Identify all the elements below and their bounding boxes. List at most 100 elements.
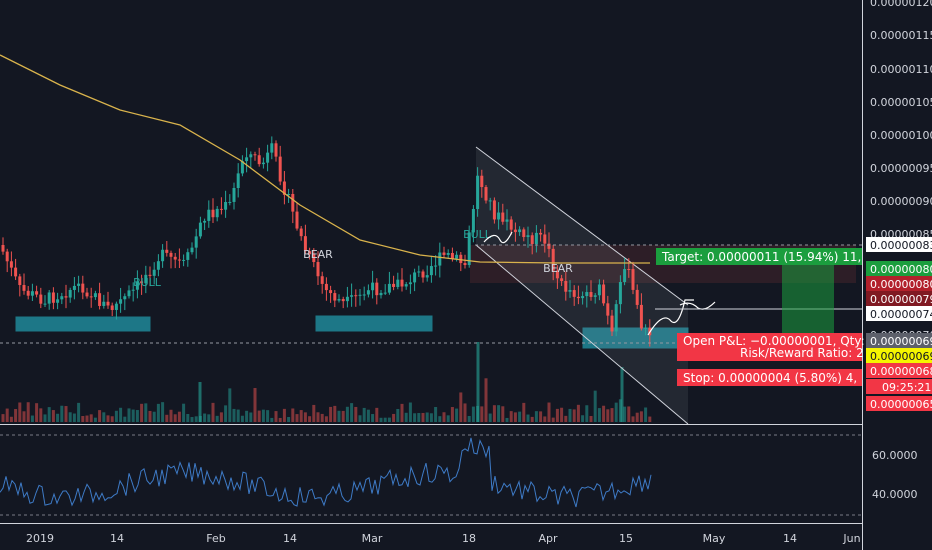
candle-body <box>270 143 274 153</box>
time-axis[interactable]: 2019 14 Feb 14 Mar 18 Apr 15 May 14 Jun <box>26 532 861 545</box>
volume-bar <box>102 412 106 422</box>
volume-bar <box>81 415 85 422</box>
target-zone[interactable] <box>782 260 834 340</box>
price-label-bg <box>866 363 932 378</box>
candle-body <box>602 284 606 304</box>
candle-body <box>253 154 257 156</box>
candle-body <box>131 289 135 291</box>
volume-bar <box>165 414 169 422</box>
candle-body <box>249 154 253 158</box>
volume-bar <box>581 415 585 422</box>
volume-bar <box>631 416 635 422</box>
volume-bar <box>497 405 501 422</box>
candle-body <box>102 301 106 306</box>
volume-bar <box>518 411 522 422</box>
volume-bar <box>169 409 173 422</box>
price-label-bg <box>866 348 932 363</box>
volume-bar <box>547 402 551 422</box>
volume-bar <box>119 407 123 422</box>
volume-bar <box>324 416 328 422</box>
projection-arrow-1 <box>483 231 513 244</box>
price-tick: 0.00000095 <box>870 162 932 175</box>
price-tick: 0.00000120 <box>870 0 932 9</box>
candle-body <box>467 232 471 266</box>
volume-bar <box>589 416 593 422</box>
volume-bar <box>551 417 555 422</box>
candle-body <box>362 294 366 296</box>
candle-body <box>387 283 391 293</box>
price-label-bg <box>866 237 932 252</box>
candle-body <box>5 251 9 262</box>
pnl-banner[interactable] <box>677 333 862 361</box>
candle-body <box>539 232 543 235</box>
bull-label-1: BULL <box>133 276 162 289</box>
volume-bar <box>72 413 76 422</box>
candle-body <box>438 252 442 266</box>
candle-body <box>589 292 593 297</box>
volume-bar <box>127 408 131 422</box>
volume-bar <box>303 412 307 422</box>
volume-bar <box>593 390 597 422</box>
candle-body <box>480 175 484 188</box>
volume-bar <box>648 416 652 422</box>
volume-bar <box>249 412 253 422</box>
candle-body <box>198 222 202 237</box>
volume-bar <box>156 403 160 422</box>
candle-body <box>89 296 93 298</box>
candle-body <box>450 252 454 259</box>
volume-bar <box>194 416 198 422</box>
volume-bar <box>480 406 484 422</box>
volume-bar <box>333 405 337 422</box>
volume-bar <box>152 411 156 422</box>
descending-channel[interactable] <box>475 146 689 425</box>
volume-bar <box>270 417 274 422</box>
volume-bar <box>350 403 354 422</box>
candle-body <box>127 290 131 297</box>
volume-bar <box>467 416 471 422</box>
volume-bar <box>564 415 568 422</box>
volume-bar <box>488 413 492 422</box>
candle-body <box>413 272 417 283</box>
volume-bar <box>354 406 358 422</box>
candle-body <box>555 270 559 279</box>
candle-body <box>51 292 55 303</box>
time-tick: 2019 <box>26 532 54 545</box>
volume-bar <box>308 416 312 422</box>
candle-body <box>110 305 114 310</box>
candle-body <box>228 201 232 203</box>
volume-bar <box>14 409 18 422</box>
volume-bar <box>232 408 236 422</box>
volume-bar <box>18 402 22 422</box>
volume-bar <box>203 413 207 422</box>
candle-body <box>77 283 81 286</box>
candle-body <box>261 162 265 165</box>
candle-body <box>194 236 198 248</box>
volume-bar <box>530 416 534 422</box>
candle-body <box>232 188 236 202</box>
volume-bar <box>337 410 341 422</box>
candle-body <box>560 278 564 281</box>
price-label-74: 0.00000074 <box>870 308 932 321</box>
time-tick: 14 <box>110 532 124 545</box>
volume-bar <box>568 408 572 422</box>
candle-body <box>337 299 341 301</box>
candle-body <box>68 289 72 298</box>
candle-body <box>627 269 631 271</box>
target-banner[interactable] <box>656 248 862 265</box>
candle-body <box>345 296 349 302</box>
candle-body <box>257 155 261 165</box>
candle-body <box>371 282 375 291</box>
candle-body <box>316 262 320 277</box>
stop-banner[interactable] <box>677 369 862 386</box>
rsi-tick: 40.0000 <box>872 488 918 501</box>
volume-bar <box>47 407 51 422</box>
candle-body <box>39 294 43 304</box>
candle-body <box>492 200 496 220</box>
volume-bar <box>114 410 118 422</box>
volume-bar <box>476 342 480 422</box>
candle-body <box>354 295 358 297</box>
volume-bar <box>5 408 9 422</box>
volume-bar <box>459 392 463 422</box>
volume-bar <box>182 403 186 422</box>
